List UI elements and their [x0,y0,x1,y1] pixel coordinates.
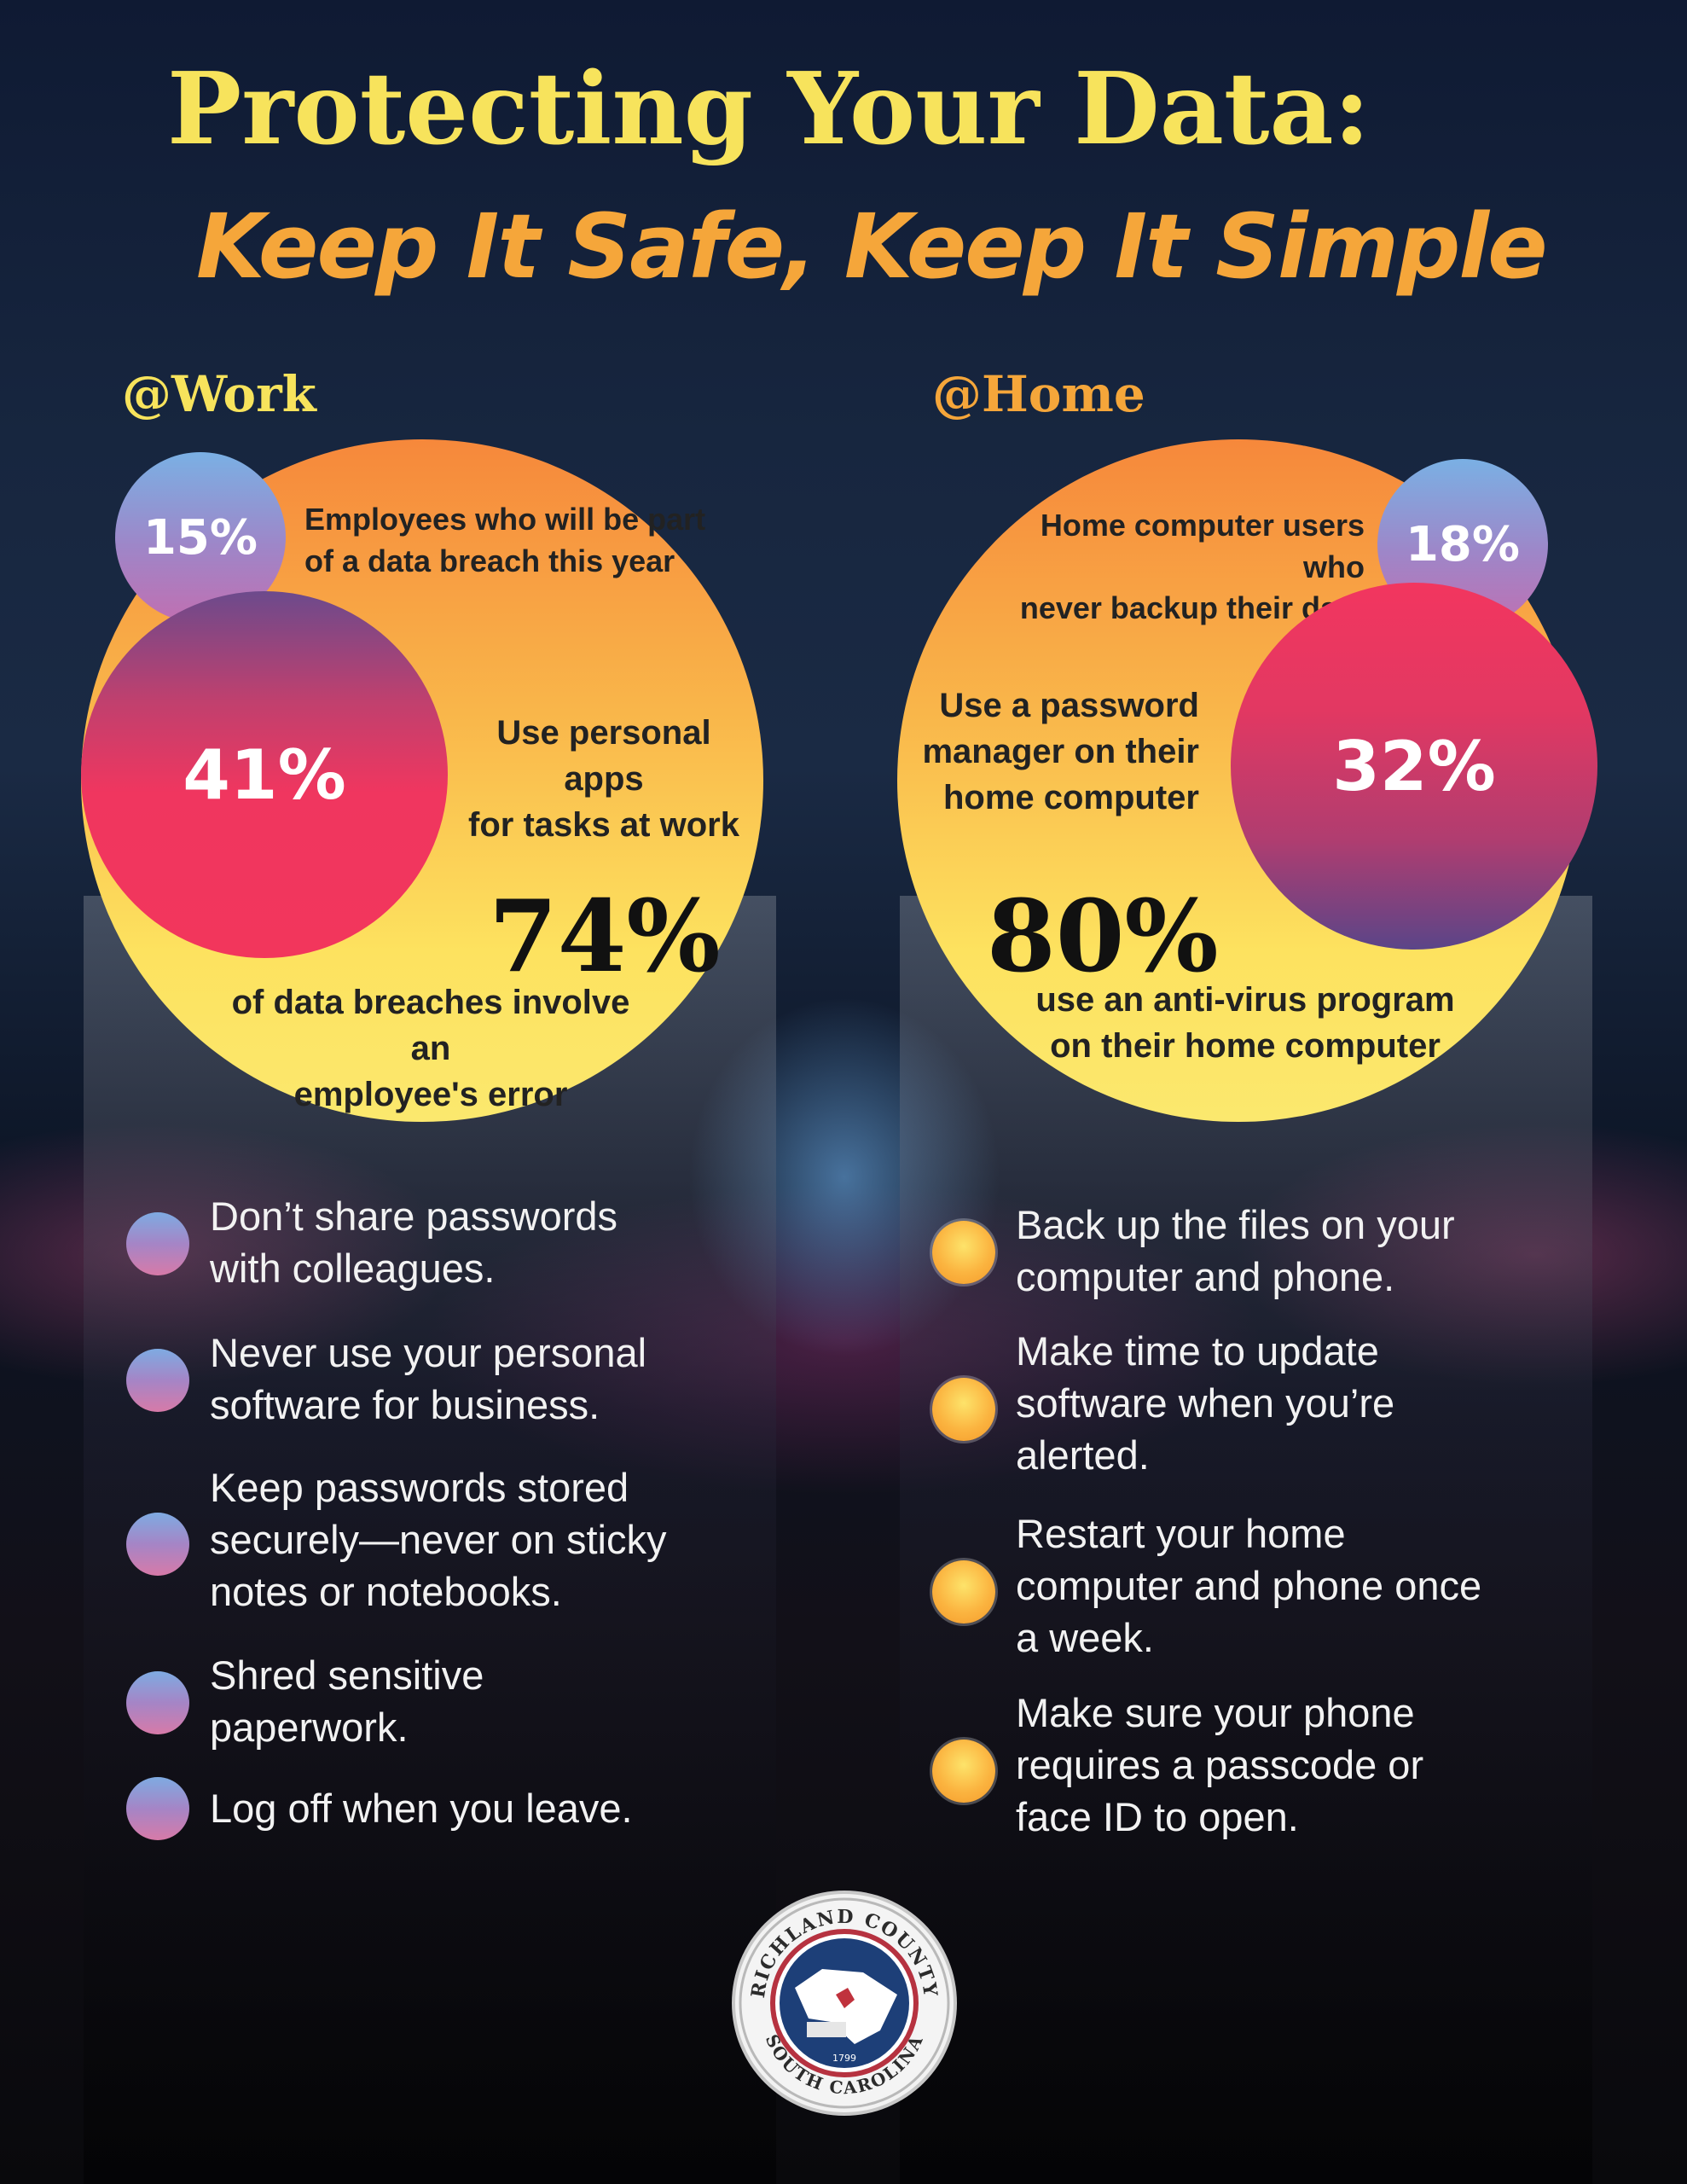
seal-year: 1799 [832,2053,856,2064]
work-stat-74-text: of data breaches involve an employee's e… [209,979,652,1118]
home-stat-80-value: 80% [987,879,1219,995]
page-subtitle: Keep It Safe, Keep It Simple [196,195,1548,299]
home-tip-bullet-icon [932,1560,995,1623]
home-stat-32-line3: home computer [942,779,1199,816]
home-stat-18-text: Home computer users who never backup the… [1006,505,1365,630]
work-tip-bullet-icon [126,1212,189,1275]
work-tip-2-line1: Never use your personal [210,1330,647,1375]
home-tip-bullet-icon [932,1740,995,1803]
home-tip-3-line2: computer and phone once [1016,1563,1482,1608]
home-tip-bullet-icon [932,1378,995,1441]
work-stat-15-value: 15% [142,509,258,566]
work-stat-15-line2: of a data breach this year [304,543,675,578]
home-section-label: @Home [932,365,1145,423]
home-stat-32-value: 32% [1332,726,1496,806]
work-stat-74-line2: employee's error [293,1076,568,1113]
work-stat-74-value: 74% [489,879,721,995]
work-stat-15-text: Employees who will be part of a data bre… [304,499,705,582]
work-stat-41-value: 41% [183,735,346,815]
work-tip-5-line1: Log off when you leave. [210,1786,633,1831]
work-tip-1-line1: Don’t share passwords [210,1194,618,1239]
work-section-label: @Work [122,365,316,423]
home-tip-2-line3: alerted. [1016,1432,1150,1478]
work-tip-3-line2: securely—never on sticky [210,1517,667,1562]
home-tips-list: Back up the files on your computer and ph… [932,1199,1563,1864]
home-stat-18-value: 18% [1405,516,1521,572]
work-stat-15-line1: Employees who will be part [304,502,706,537]
work-tip-bullet-icon [126,1671,189,1734]
capitol-building-icon [807,2022,846,2037]
home-stat-32-text: Use a password manager on their home com… [913,682,1199,821]
home-tip-2-line2: software when you’re [1016,1380,1395,1426]
home-tip-1-line1: Back up the files on your [1016,1202,1455,1247]
home-stat-18-line1: Home computer users who [1040,508,1365,584]
work-tip-3-line1: Keep passwords stored [210,1465,629,1510]
county-map-shape [836,1988,855,2008]
work-stat-41-line1: Use personal apps [496,714,711,798]
home-tip-1-line2: computer and phone. [1016,1254,1395,1299]
work-tip-bullet-icon [126,1349,189,1412]
home-tip-4-line3: face ID to open. [1016,1794,1299,1839]
home-stat-32-line1: Use a password [939,687,1199,724]
richland-county-seal-logo: RICHLAND COUNTY SOUTH CAROLINA 1799 [735,1894,954,2112]
home-tip-2-line1: Make time to update [1016,1328,1379,1374]
home-tip-3-line1: Restart your home [1016,1511,1346,1556]
seal-graphic: RICHLAND COUNTY SOUTH CAROLINA 1799 [739,1897,950,2109]
work-stat-41-line2: for tasks at work [468,806,739,844]
home-stat-80-line1: use an anti-virus program [1035,981,1455,1019]
home-tip-bullet-icon [932,1221,995,1284]
home-stat-32-line2: manager on their [922,733,1199,770]
work-tip-3-line3: notes or notebooks. [210,1569,562,1614]
home-stat-80-line2: on their home computer [1050,1027,1441,1065]
work-tip-4-line2: paperwork. [210,1705,409,1750]
work-tip-1-line2: with colleagues. [210,1246,496,1291]
page-title: Protecting Your Data: [167,51,1371,167]
work-stat-41-text: Use personal apps for tasks at work [467,710,740,848]
home-tip-3-line3: a week. [1016,1615,1154,1660]
home-stat-32-bubble: 32% [1231,583,1597,950]
home-tip-4-line2: requires a passcode or [1016,1742,1424,1787]
work-stat-41-bubble: 41% [81,591,448,958]
work-tip-bullet-icon [126,1513,189,1576]
work-tip-4-line1: Shred sensitive [210,1653,484,1698]
work-tip-2-line2: software for business. [210,1382,600,1427]
work-tips-list: Don’t share passwords with colleagues. Ne… [126,1190,757,1856]
home-tip-4-line1: Make sure your phone [1016,1690,1415,1735]
home-stat-80-text: use an anti-virus program on their home … [1032,977,1458,1069]
work-stat-74-line1: of data breaches involve an [231,984,630,1067]
work-tip-bullet-icon [126,1777,189,1840]
